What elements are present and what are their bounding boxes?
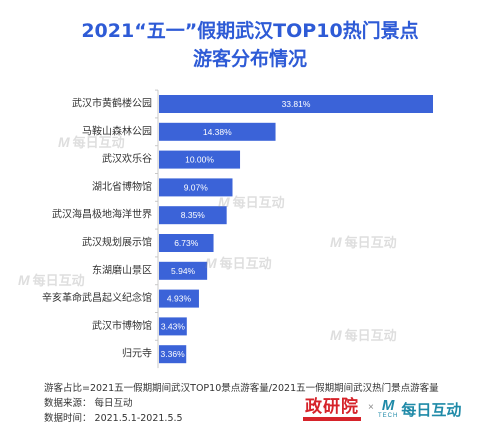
- logo-underline: [303, 417, 361, 421]
- category-label: 武汉市博物馆: [92, 319, 152, 332]
- times-sign: ×: [368, 402, 374, 413]
- data-label: 8.35%: [181, 210, 206, 220]
- category-label: 东湖磨山景区: [92, 263, 152, 276]
- data-label: 3.36%: [161, 349, 186, 359]
- chart-subtitle: 游客分布情况: [192, 48, 307, 70]
- footnote: 游客占比=2021五一假期期间武汉TOP10景点游客量/2021五一假期期间武汉…: [44, 383, 439, 394]
- data-label: 3.43%: [161, 321, 186, 331]
- bar: [159, 289, 199, 308]
- bar-chart: 武汉市黄鹤楼公园 33.81% 马鞍山森林公园 14.38% 武汉欢乐谷 10.00% 湖北…: [42, 89, 433, 369]
- bar: [159, 345, 187, 364]
- chart-title: 2021“五一”假期武汉TOP10热门景点: [81, 20, 419, 42]
- data-label: 5.94%: [171, 266, 196, 276]
- data-label: 14.38%: [203, 127, 232, 137]
- bar: [159, 206, 227, 225]
- bar: [159, 150, 241, 169]
- bar: [159, 317, 187, 336]
- bar: [159, 122, 276, 141]
- data-label: 9.07%: [184, 182, 209, 192]
- category-label: 辛亥革命武昌起义纪念馆: [42, 291, 152, 304]
- data-source: 数据来源： 每日互动: [44, 398, 133, 409]
- data-label: 6.73%: [174, 238, 199, 248]
- bar: [159, 234, 214, 252]
- data-period: 数据时间： 2021.5.1-2021.5.5: [44, 413, 183, 424]
- category-label: 归元寺: [122, 347, 152, 360]
- category-label: 武汉市黄鹤楼公园: [72, 97, 152, 110]
- bar: [159, 178, 233, 197]
- data-label: 10.00%: [185, 155, 214, 165]
- data-label: 4.93%: [167, 294, 192, 304]
- data-label: 33.81%: [282, 99, 311, 109]
- meirihudong-logo: M TECH 每日互动: [378, 396, 461, 422]
- category-label: 武汉规划展示馆: [82, 236, 152, 249]
- meirihudong-mark-icon: M TECH: [378, 397, 399, 419]
- category-label: 马鞍山森林公园: [82, 124, 152, 137]
- meirihudong-logo-text: 每日互动: [401, 400, 462, 419]
- category-label: 武汉欢乐谷: [102, 152, 152, 165]
- zhengyanyuan-logo: 政研院: [302, 398, 362, 422]
- bar: [159, 95, 433, 113]
- zhengyanyuan-logo-text: 政研院: [305, 397, 359, 417]
- category-label: 湖北省博物馆: [92, 180, 152, 193]
- category-label: 武汉海昌极地海洋世界: [52, 208, 152, 221]
- bar: [159, 261, 208, 280]
